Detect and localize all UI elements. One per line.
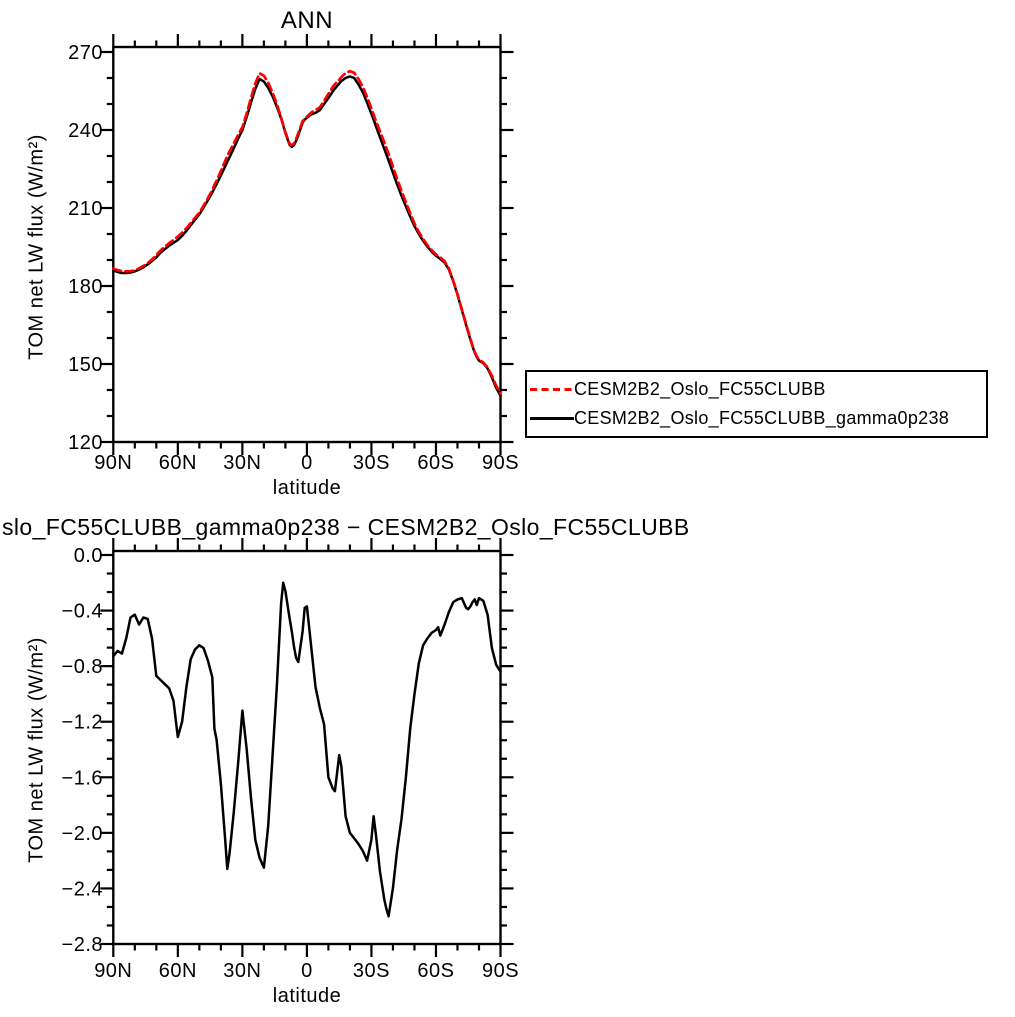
bottom-panel: 90N 60N 30N 0 30S 60S 90S 0.0 −0.4 −0.8 −1.2 −1.6 −2… xyxy=(62,538,519,982)
series-difference xyxy=(112,581,502,918)
y-tick-label: −0.4 xyxy=(62,601,103,623)
x-tick-label: 30N xyxy=(223,452,261,474)
y-tick-label: −1.2 xyxy=(62,712,103,734)
legend-label: CESM2B2_Oslo_FC55CLUBB_gamma0p238 xyxy=(574,407,950,428)
x-tick-label: 90S xyxy=(482,960,519,982)
top-panel: 90N 60N 30N 0 30S 60S 90S 270 240 210 180 150 120 xyxy=(68,34,519,474)
top-panel-x-axis-label: latitude xyxy=(272,477,342,499)
y-tick-label: 240 xyxy=(68,120,103,142)
legend-box: CESM2B2_Oslo_FC55CLUBB CESM2B2_Oslo_FC55… xyxy=(525,370,988,438)
y-tick-label: 0.0 xyxy=(74,545,103,567)
y-tick-label: 270 xyxy=(68,42,103,64)
x-tick-label: 60N xyxy=(159,960,197,982)
legend-label: CESM2B2_Oslo_FC55CLUBB xyxy=(574,379,826,400)
x-tick-label: 90N xyxy=(94,960,132,982)
y-tick-label: 210 xyxy=(68,198,103,220)
x-tick-label: 60S xyxy=(417,452,454,474)
top-panel-title: ANN xyxy=(280,7,334,34)
bottom-panel-x-axis-label: latitude xyxy=(272,985,342,1007)
x-tick-label: 90S xyxy=(482,452,519,474)
dashed-red-line-sample xyxy=(530,388,574,392)
y-tick-label: 150 xyxy=(68,354,103,376)
x-tick-label: 60S xyxy=(417,960,454,982)
x-tick-label: 30S xyxy=(353,452,390,474)
y-tick-label: −2.8 xyxy=(62,934,103,956)
y-tick-label: −1.6 xyxy=(62,767,103,789)
x-tick-label: 30S xyxy=(353,960,390,982)
y-tick-label: 120 xyxy=(68,432,103,454)
legend-entry: CESM2B2_Oslo_FC55CLUBB xyxy=(527,379,986,400)
solid-black-line-sample xyxy=(530,416,574,420)
y-tick-label: −2.4 xyxy=(62,878,103,900)
x-tick-label: 60N xyxy=(159,452,197,474)
x-tick-label: 0 xyxy=(301,452,313,474)
top-panel-y-axis-label: TOM net LW flux (W/m²) xyxy=(25,134,48,360)
bottom-panel-y-axis-label: TOM net LW flux (W/m²) xyxy=(25,637,48,863)
x-tick-label: 30N xyxy=(223,960,261,982)
series-CESM2B2_Oslo_FC55CLUBB xyxy=(111,69,502,395)
x-tick-label: 90N xyxy=(94,452,132,474)
bottom-panel-title: slo_FC55CLUBB_gamma0p238 − CESM2B2_Oslo_… xyxy=(2,514,690,540)
legend-entry: CESM2B2_Oslo_FC55CLUBB_gamma0p238 xyxy=(527,408,986,429)
y-tick-label: −0.8 xyxy=(62,656,103,678)
y-tick-label: −2.0 xyxy=(62,823,103,845)
series-CESM2B2_Oslo_FC55CLUBB_gamma0p238 xyxy=(112,75,502,397)
y-tick-label: 180 xyxy=(68,276,103,298)
x-tick-label: 0 xyxy=(301,960,313,982)
